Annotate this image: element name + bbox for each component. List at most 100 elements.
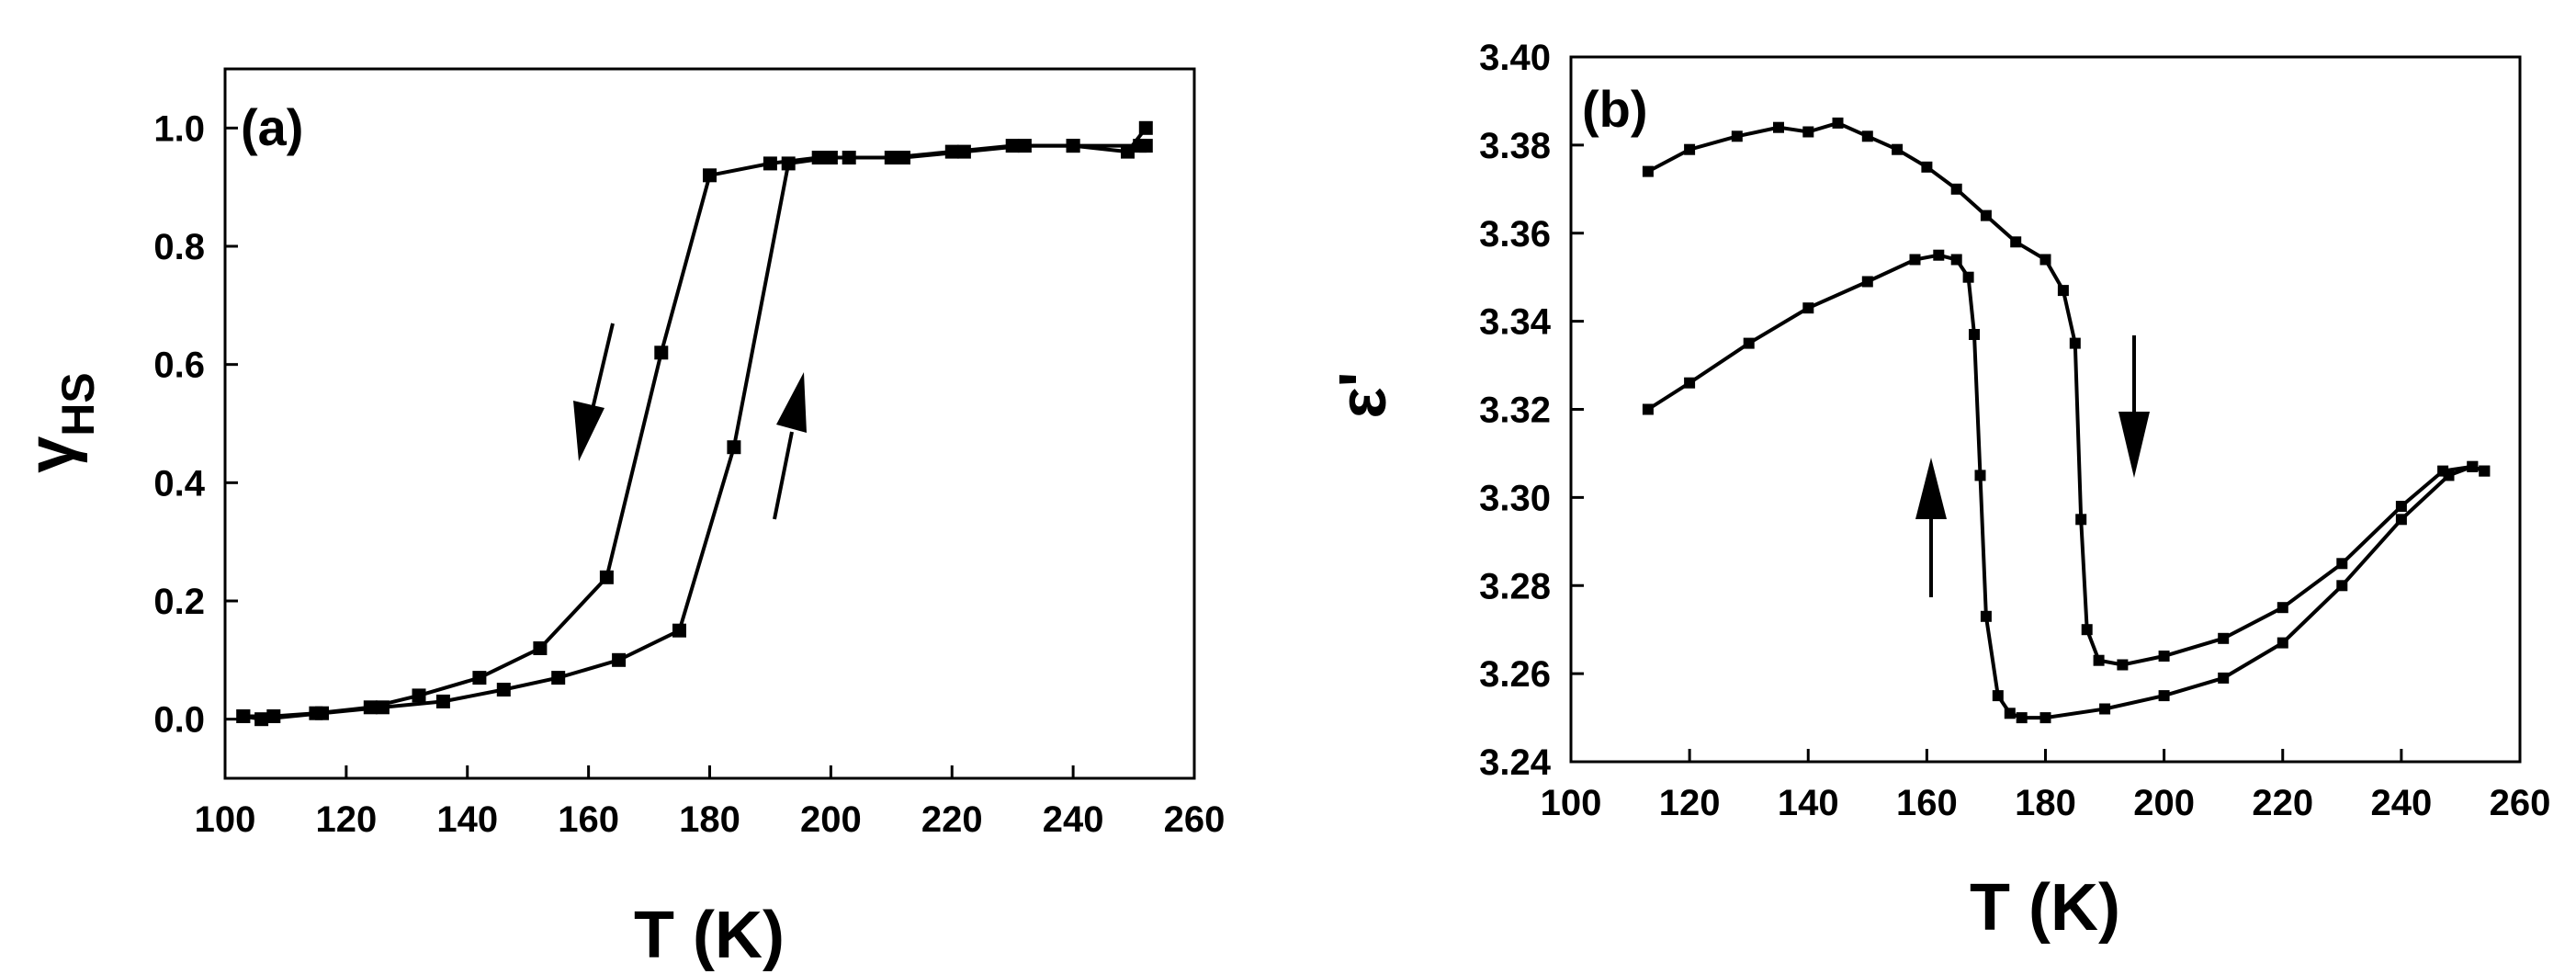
y-tick-label: 0.4 [153,463,205,504]
panel-b-down-arrow [2118,335,2150,478]
panel-b-up-arrow [1915,458,1947,597]
x-tick-label: 260 [2490,783,2551,823]
data-point-heating [672,623,686,638]
panel-a-up-arrow-head [776,372,807,433]
data-point-heating [1642,403,1654,415]
panel-b-x-axis: 100 120 140 160 180 200 220 240 260 [1541,749,2551,823]
data-point-heating [1974,470,1986,481]
y-tick-label: 0.0 [153,700,205,741]
panel-a-down-arrow-shaft [591,323,615,410]
data-point-cooling [1921,161,1933,173]
y-tick-label: 3.34 [1479,302,1552,343]
data-point-cooling [763,156,777,171]
x-tick-label: 120 [1659,783,1721,823]
data-point-heating [1802,302,1814,314]
x-tick-label: 200 [800,799,862,840]
data-point-cooling [412,688,426,703]
x-tick-label: 220 [921,799,983,840]
data-point-heating [612,652,627,667]
series-line-heating [243,127,1147,721]
y-tick-label: 3.24 [1479,742,1552,783]
data-point-heating [2004,708,2016,719]
data-point-cooling [533,641,548,655]
data-point-heating [1138,120,1153,135]
data-point-cooling [599,570,614,584]
data-point-cooling [1861,130,1873,142]
y-tick-label: 3.38 [1479,126,1551,166]
data-point-cooling [2158,651,2170,662]
x-tick-label: 240 [2371,783,2433,823]
x-tick-label: 160 [558,799,619,840]
data-point-heating [2039,712,2051,724]
data-point-cooling [2081,624,2093,636]
y-tick-label: 0.6 [153,345,205,386]
x-tick-label: 140 [1778,783,1839,823]
data-point-cooling [1802,126,1814,138]
panel-a-up-arrow-shaft [773,431,794,520]
data-point-heating [1933,249,1945,261]
y-tick-label: 3.36 [1479,214,1551,255]
data-point-heating [1121,144,1135,159]
x-tick-label: 100 [1541,783,1602,823]
data-point-heating [2443,470,2455,481]
panel-a-down-arrow-head [573,401,604,461]
panel-a-y-axis-title-sub: HS [52,372,104,436]
data-point-cooling [2057,285,2069,297]
data-point-cooling [654,345,669,360]
x-tick-label: 140 [436,799,498,840]
panel-b-series-group [1642,117,2491,724]
panel-a-chart: 100 120 140 160 180 200 220 240 260 0.0 0.2 0.4 0.6… [15,67,1226,972]
x-tick-label: 200 [2133,783,2195,823]
y-tick-label: 0.2 [153,582,205,622]
panel-a-x-axis: 100 120 140 160 180 200 220 240 260 [195,765,1226,840]
data-point-heating [823,151,838,164]
series-line-heating [1646,253,2485,720]
data-point-heating [375,700,390,715]
data-point-heating [781,156,796,171]
data-point-heating [1066,139,1080,153]
data-point-cooling [2039,254,2051,266]
data-point-heating [2158,690,2170,702]
data-point-heating [884,151,898,164]
panel-b-plot-frame [1569,55,2522,764]
data-point-cooling [472,671,487,685]
data-point-cooling [2277,602,2288,614]
data-point-heating [254,712,269,727]
data-point-heating [1969,329,1980,340]
x-tick-label: 180 [679,799,740,840]
y-tick-label: 3.28 [1479,566,1551,606]
y-tick-label: 3.26 [1479,654,1551,695]
data-point-heating [2277,637,2288,649]
y-tick-label: 0.8 [153,227,205,267]
panel-a-down-arrow [573,323,615,461]
data-point-heating [2467,460,2479,472]
data-point-heating [1980,610,1992,622]
panel-b-y-axis-title: ε' [1327,371,1400,418]
data-point-heating [1005,139,1020,153]
y-tick-label: 3.32 [1479,391,1551,431]
panel-b-down-arrow-head [2118,412,2150,478]
data-point-heating [2016,712,2028,724]
x-tick-label: 120 [316,799,378,840]
panel-a-label: (a) [241,98,303,156]
data-point-cooling [2075,514,2087,526]
panel-b-label: (b) [1582,80,1648,138]
series-line-cooling [1646,120,2485,667]
data-point-heating [236,709,251,723]
data-point-heating [1909,254,1921,266]
panel-b-chart: 100 120 140 160 180 200 220 240 260 3.24 3.26 3.28… [1327,38,2550,945]
y-tick-label: 3.40 [1479,38,1551,78]
series-line-cooling [243,143,1147,719]
data-point-cooling [2010,236,2022,248]
data-point-heating [1743,337,1755,349]
data-point-heating [1950,254,1962,266]
panel-a-y-axis: 0.0 0.2 0.4 0.6 0.8 1.0 [153,108,238,741]
x-tick-label: 240 [1043,799,1104,840]
x-tick-label: 220 [2252,783,2313,823]
x-tick-label: 260 [1164,799,1226,840]
data-point-cooling [703,168,717,183]
data-point-cooling [1773,121,1784,133]
data-point-heating [435,694,450,708]
x-tick-label: 100 [195,799,256,840]
panel-a-x-axis-title: T (K) [634,899,785,972]
